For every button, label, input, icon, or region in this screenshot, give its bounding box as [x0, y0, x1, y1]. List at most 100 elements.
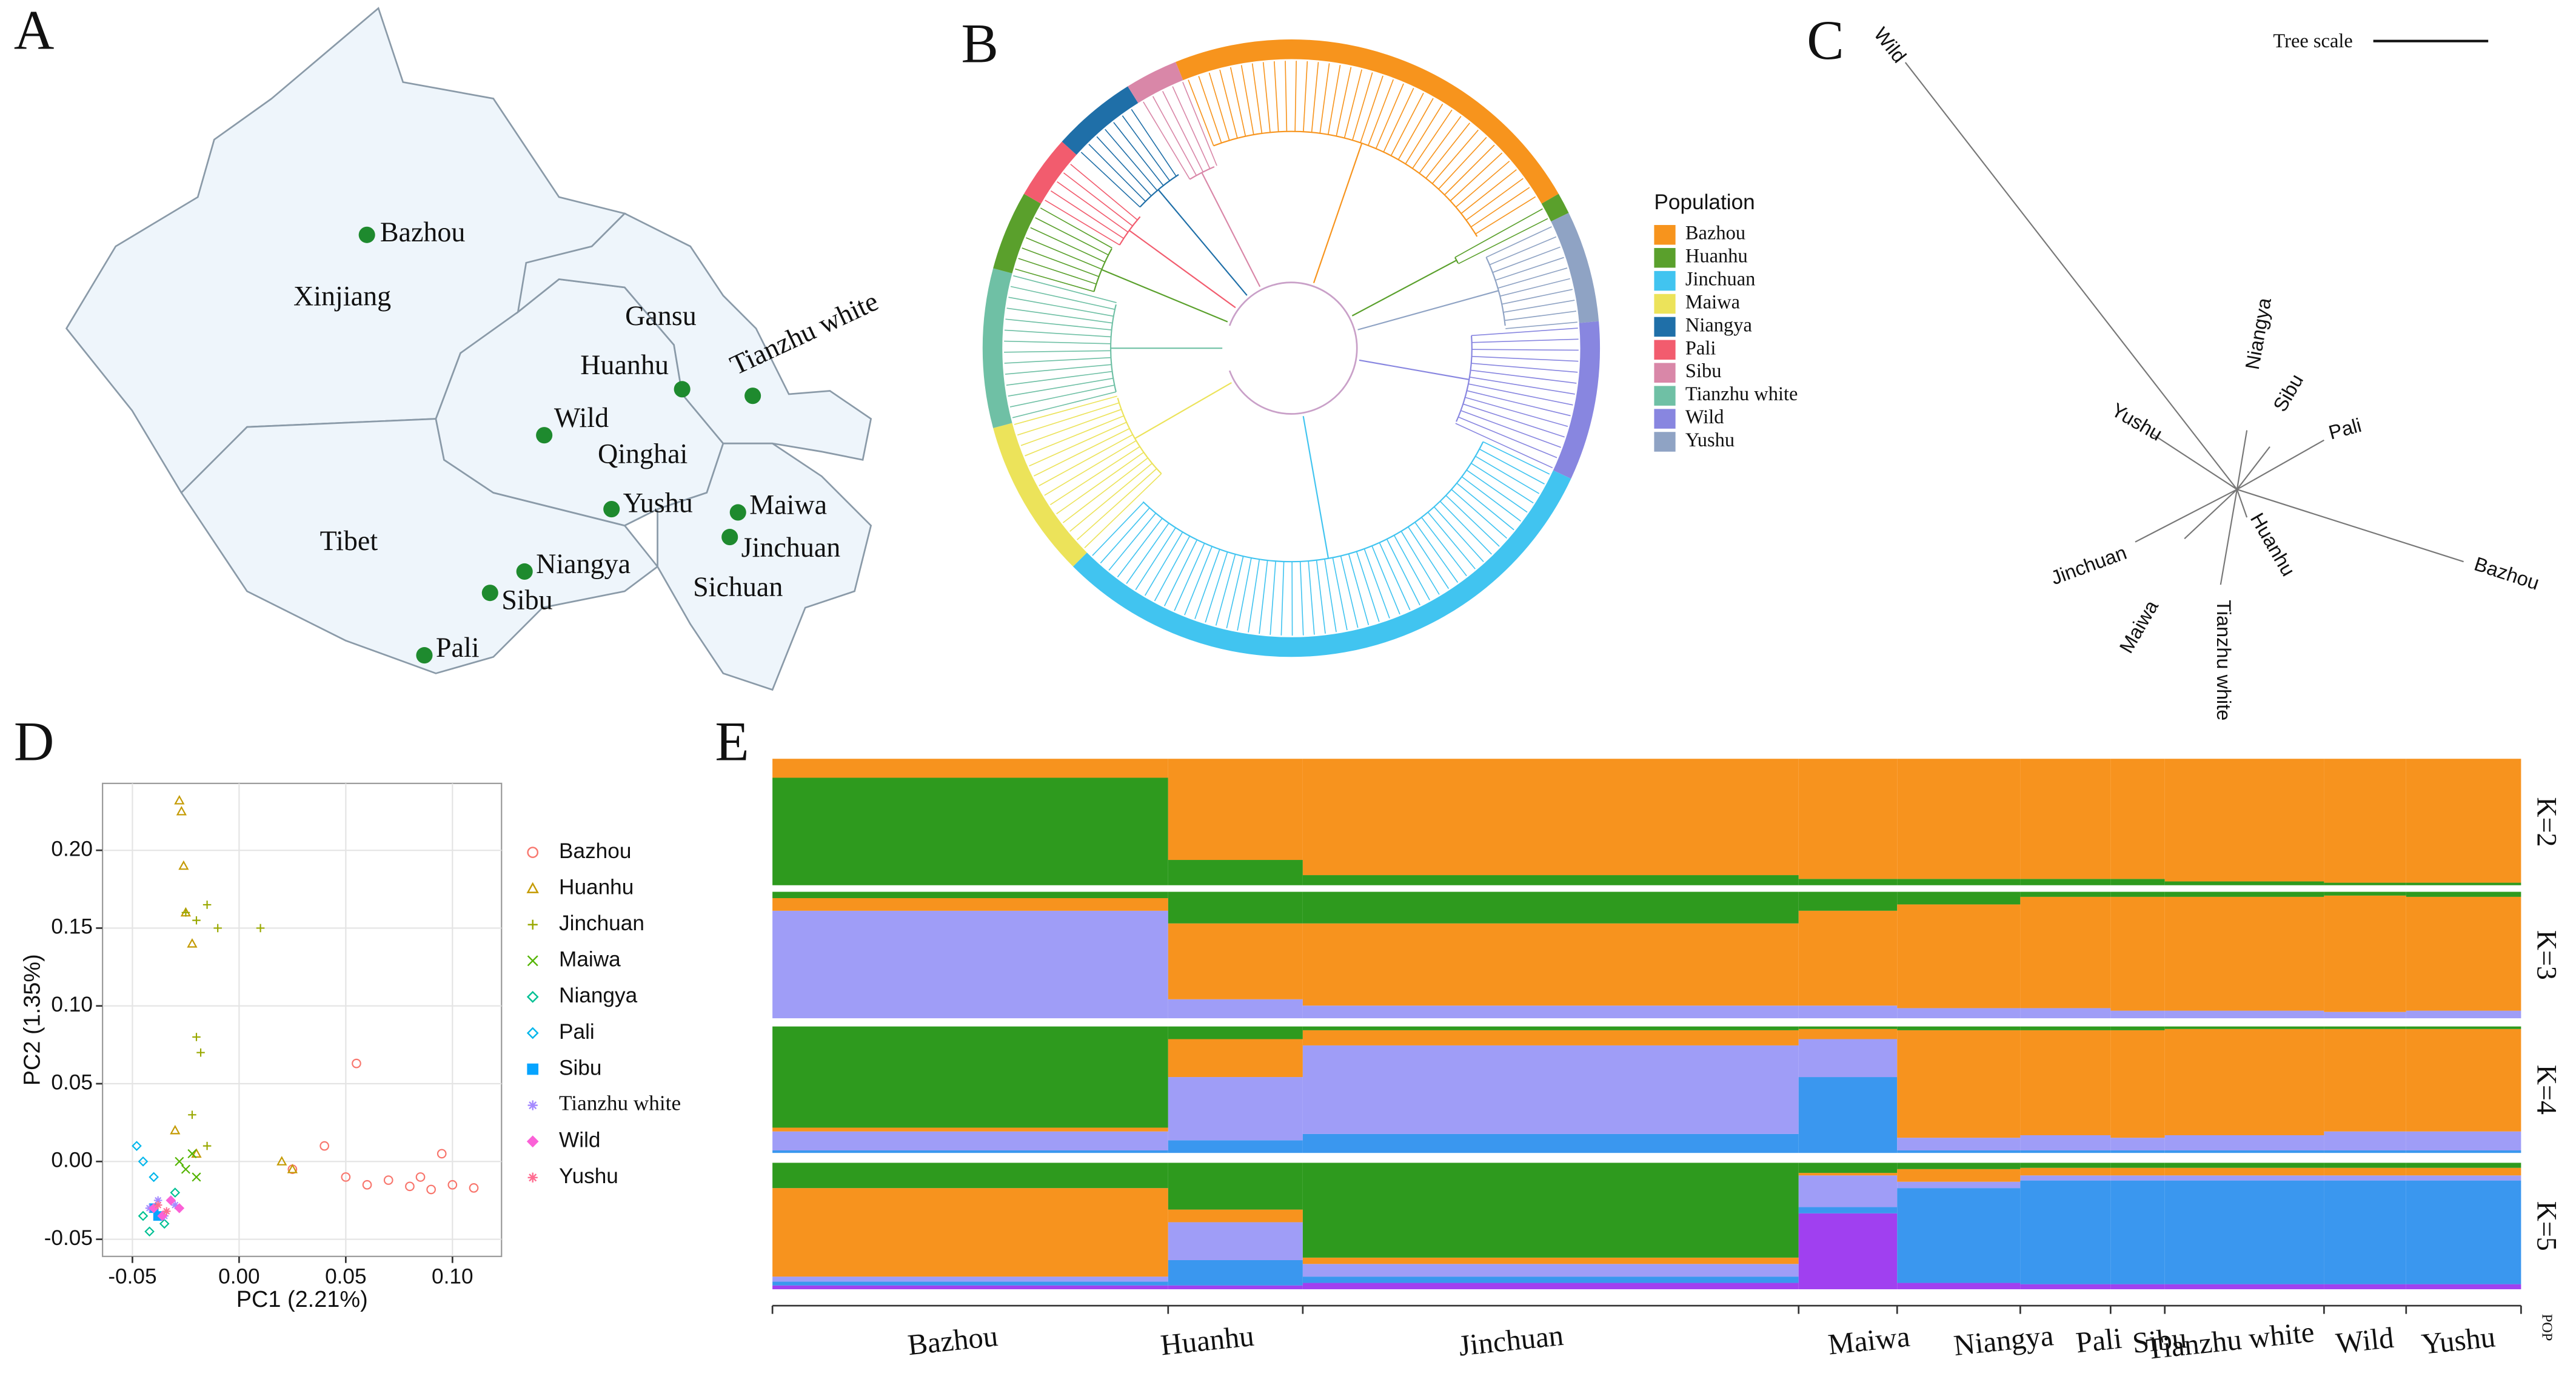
branch	[1101, 269, 1228, 323]
data-point	[469, 1183, 479, 1193]
legend-marker	[526, 991, 539, 1003]
admixture-segment	[2020, 1030, 2111, 1135]
tree-branch	[2236, 489, 2464, 563]
admixture-segment	[1302, 1163, 1799, 1258]
branch-tip	[1400, 531, 1440, 595]
admixture-segment	[1302, 891, 1799, 924]
branch-tip	[1458, 218, 1548, 264]
admixture-segment	[2110, 1010, 2165, 1019]
admixture-segment	[2110, 1026, 2165, 1030]
branch-tip	[1018, 258, 1097, 285]
admixture-segment	[772, 1163, 1168, 1189]
admixture-segment	[2164, 759, 2324, 882]
legend-label: Yushu	[1685, 429, 1735, 451]
admixture-segment	[2406, 891, 2521, 897]
legend-swatch	[1654, 340, 1676, 360]
branch-tip	[1462, 403, 1565, 438]
admixture-segment	[2020, 1175, 2111, 1181]
data-point	[153, 1201, 162, 1209]
data-point	[192, 1033, 201, 1041]
legend-label: Bazhou	[1685, 223, 1745, 244]
admixture-segment	[1168, 1163, 1303, 1210]
branch-tip	[1088, 144, 1146, 202]
legend-swatch	[1654, 432, 1676, 452]
branch-tip	[1311, 62, 1319, 133]
plot-area	[102, 782, 503, 1257]
pop-label: Sibu	[2131, 1321, 2189, 1360]
branch-tip	[1004, 340, 1111, 344]
legend-label: Yushu	[559, 1164, 618, 1188]
admixture-segment	[2020, 891, 2111, 897]
branch-tip	[1467, 390, 1571, 417]
branch-tip	[1340, 555, 1359, 628]
legend-swatch	[1654, 317, 1676, 337]
branch-tip	[1460, 169, 1517, 214]
data-point	[341, 1172, 351, 1182]
admixture-segment	[1798, 879, 1898, 885]
admixture-segment	[1897, 1138, 2021, 1151]
branch-tip	[1308, 561, 1315, 635]
branch-tip	[1450, 152, 1503, 201]
data-point	[383, 1175, 393, 1185]
branch-tip	[1393, 535, 1430, 600]
admixture-segment	[1897, 1150, 2021, 1153]
branch-tip	[1324, 559, 1337, 633]
region-label: Tibet	[320, 525, 378, 556]
x-tick-label: 0.05	[325, 1264, 367, 1288]
region-label: Sichuan	[693, 571, 783, 602]
branch-tip	[1469, 376, 1575, 395]
admixture-segment	[2164, 891, 2324, 897]
legend-swatch	[1654, 363, 1676, 383]
branch	[1302, 415, 1330, 559]
data-point	[174, 1203, 185, 1213]
branch-tip	[1327, 64, 1341, 135]
branch-tip	[1451, 489, 1507, 539]
branch-tip	[1226, 556, 1244, 629]
admixture-segment	[1798, 1173, 1898, 1176]
branch-tip	[1455, 161, 1510, 208]
branch-tip	[1465, 178, 1524, 221]
admixture-segment	[2020, 1008, 2111, 1019]
admixture-segment	[1302, 923, 1799, 1006]
admixture-segment	[1168, 999, 1303, 1019]
branch-tip	[1479, 448, 1545, 485]
branch-tip	[1009, 384, 1115, 408]
pop-label: Pali	[2074, 1322, 2123, 1360]
legend-marker	[527, 1100, 538, 1110]
branch-tip	[1444, 144, 1495, 195]
admixture-segment	[2020, 1026, 2111, 1030]
branch-tip	[1482, 441, 1550, 475]
map	[65, 7, 872, 691]
branch	[1128, 230, 1236, 309]
legend-label: Jinchuan	[1685, 269, 1755, 290]
branch-tip	[1502, 289, 1573, 305]
data-point	[149, 1172, 159, 1183]
panel-label: A	[14, 0, 55, 61]
tree-branch	[2151, 433, 2238, 490]
admixture-segment	[772, 1131, 1168, 1151]
k-label: K=5	[2532, 1201, 2563, 1251]
branch-tip	[1039, 434, 1133, 486]
branch-tip	[1433, 506, 1484, 562]
admixture-segment	[1168, 1140, 1303, 1153]
legend-label: Niangya	[1685, 314, 1752, 336]
branch-tip	[1172, 86, 1211, 169]
branch-tip	[1108, 512, 1157, 571]
ring-segment	[1176, 39, 1559, 204]
legend-label: Bazhou	[559, 839, 631, 863]
circular-tree	[982, 39, 1601, 657]
branch-tip	[1375, 83, 1404, 149]
branch-tip	[1077, 468, 1157, 540]
branch-tip	[1069, 463, 1153, 532]
admixture-segment	[2110, 891, 2165, 897]
admixture-segment	[1168, 1222, 1303, 1261]
x-tick-label: -0.05	[108, 1264, 156, 1288]
admixture-segment	[2110, 1284, 2165, 1289]
admixture-segment	[2324, 1026, 2406, 1029]
admixture-segment	[2110, 1150, 2165, 1153]
admixture-segment	[2324, 1131, 2406, 1151]
admixture-segment	[1798, 1163, 1898, 1173]
site-dot	[536, 427, 553, 444]
branch-tip	[1096, 136, 1152, 196]
branch-tip	[1471, 327, 1578, 337]
